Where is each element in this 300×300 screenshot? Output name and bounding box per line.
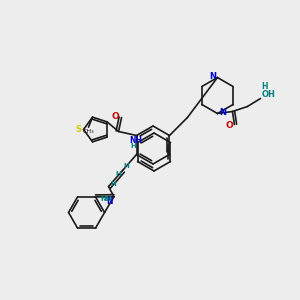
Text: H: H	[261, 82, 268, 91]
Text: NH: NH	[101, 196, 112, 202]
Text: O: O	[226, 121, 233, 130]
Text: N: N	[219, 108, 226, 117]
Text: OH: OH	[262, 90, 275, 99]
Text: O: O	[112, 112, 119, 121]
Text: NH: NH	[129, 136, 142, 145]
Text: N: N	[209, 72, 216, 81]
Text: CH₃: CH₃	[83, 129, 94, 134]
Text: H: H	[116, 172, 122, 178]
Text: H: H	[131, 143, 137, 149]
Text: H: H	[111, 181, 116, 187]
Text: S: S	[76, 125, 82, 134]
Text: H: H	[124, 164, 129, 169]
Text: N: N	[106, 197, 113, 206]
